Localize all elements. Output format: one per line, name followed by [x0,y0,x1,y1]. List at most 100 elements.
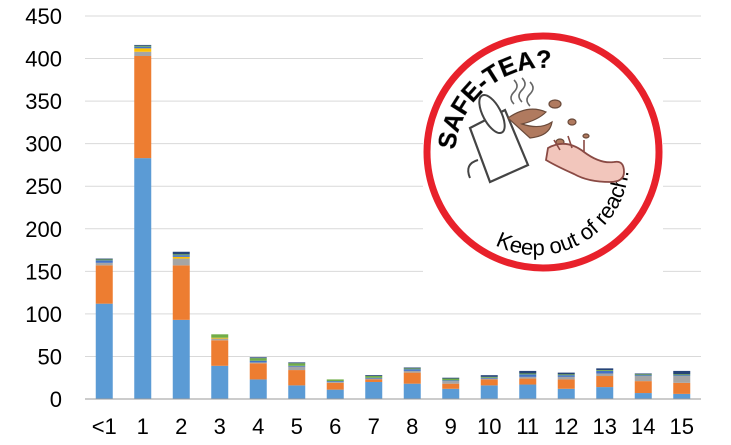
bar-segment [288,362,306,364]
bar-segment [172,254,190,256]
bar-segment [596,370,614,371]
bar-segment [596,373,614,377]
bar-segment [249,360,267,363]
bar-segment [365,379,383,382]
bar-segment [557,372,575,375]
bar-segment [596,376,614,388]
safe-tea-logo: SAFE-TEA? Keep out of reach! [423,30,663,275]
bar-segment [480,376,498,378]
bar-segment [442,381,460,384]
x-tick-label: 12 [554,414,578,439]
bar-segment [557,379,575,389]
x-axis-ticks: <1 1 2 3 4 5 6 7 8 9 10 11 12 13 14 15 [92,414,694,439]
bar-stack [557,372,575,399]
y-tick-label: 200 [25,217,62,242]
bar-segment [480,378,498,380]
bar-segment [596,368,614,371]
bar-segment [673,382,691,394]
bar-segment [519,370,537,374]
bar-segment [519,376,537,379]
bar-segment [442,380,460,382]
bar-segment [326,379,344,382]
bar-segment [288,370,306,386]
bar-stack [326,379,344,399]
bar-segment [172,319,190,399]
bar-segment [519,374,537,377]
tipped-cup-icon [467,93,530,184]
bar-segment [95,303,113,399]
x-tick-label: 11 [516,414,539,439]
bar-segment [365,375,383,377]
bar-segment [211,365,229,399]
bar-stack [172,251,190,399]
x-tick-label: 13 [593,414,617,439]
bar-segment [557,376,575,380]
x-tick-label: 15 [670,414,694,439]
x-tick-label: 9 [445,414,457,439]
bar-segment [673,376,691,383]
bar-segment [249,379,267,399]
bar-stacks [95,44,691,399]
bar-stack [403,367,421,399]
bar-segment [211,337,229,339]
bar-segment [596,387,614,399]
y-tick-label: 300 [25,132,62,157]
y-tick-label: 350 [25,89,62,114]
bar-segment [326,389,344,399]
y-tick-label: 400 [25,47,62,72]
bar-segment [288,385,306,399]
bar-segment [172,251,190,255]
bar-segment [134,44,152,46]
bar-segment [211,338,229,341]
bar-segment [442,378,460,381]
bar-segment [634,373,652,375]
bar-stack [365,375,383,399]
bar-stack [134,44,152,399]
bar-stack [673,370,691,399]
bar-segment [249,357,267,359]
bar-segment [403,370,421,373]
x-tick-label: 2 [175,414,187,439]
y-axis-ticks: 0 50 100 150 200 250 300 350 400 450 [25,4,62,412]
x-tick-label: 8 [406,414,418,439]
bar-segment [634,376,652,382]
bar-segment [557,375,575,377]
x-tick-label: 14 [631,414,655,439]
steam-icon [510,77,534,107]
bar-segment [326,382,344,390]
bar-stack [480,375,498,399]
bar-stack [519,370,537,399]
y-tick-label: 50 [38,344,62,369]
y-tick-label: 150 [25,259,62,284]
x-tick-label: 4 [252,414,264,439]
bar-segment [634,375,652,377]
bar-segment [326,381,344,383]
bar-segment [442,388,460,399]
bar-segment [288,363,306,366]
bar-segment [134,56,152,159]
bar-segment [403,383,421,399]
bar-segment [673,375,691,377]
bar-segment [403,369,421,371]
bar-segment [480,375,498,377]
bar-segment [634,381,652,394]
bar-segment [95,258,113,260]
bar-segment [480,379,498,386]
bar-segment [403,367,421,369]
bar-stack [249,357,267,399]
bar-segment [519,373,537,375]
bar-segment [365,378,383,380]
bar-segment [249,362,267,364]
bar-stack [288,362,306,399]
bar-segment [172,255,190,257]
bar-stack [634,373,652,399]
bar-segment [673,370,691,375]
bar-segment [442,377,460,379]
bar-segment [634,393,652,399]
y-tick-label: 100 [25,302,62,327]
x-tick-label: <1 [92,414,117,439]
bar-segment [95,260,113,263]
bar-segment [288,365,306,367]
bar-segment [172,256,190,259]
